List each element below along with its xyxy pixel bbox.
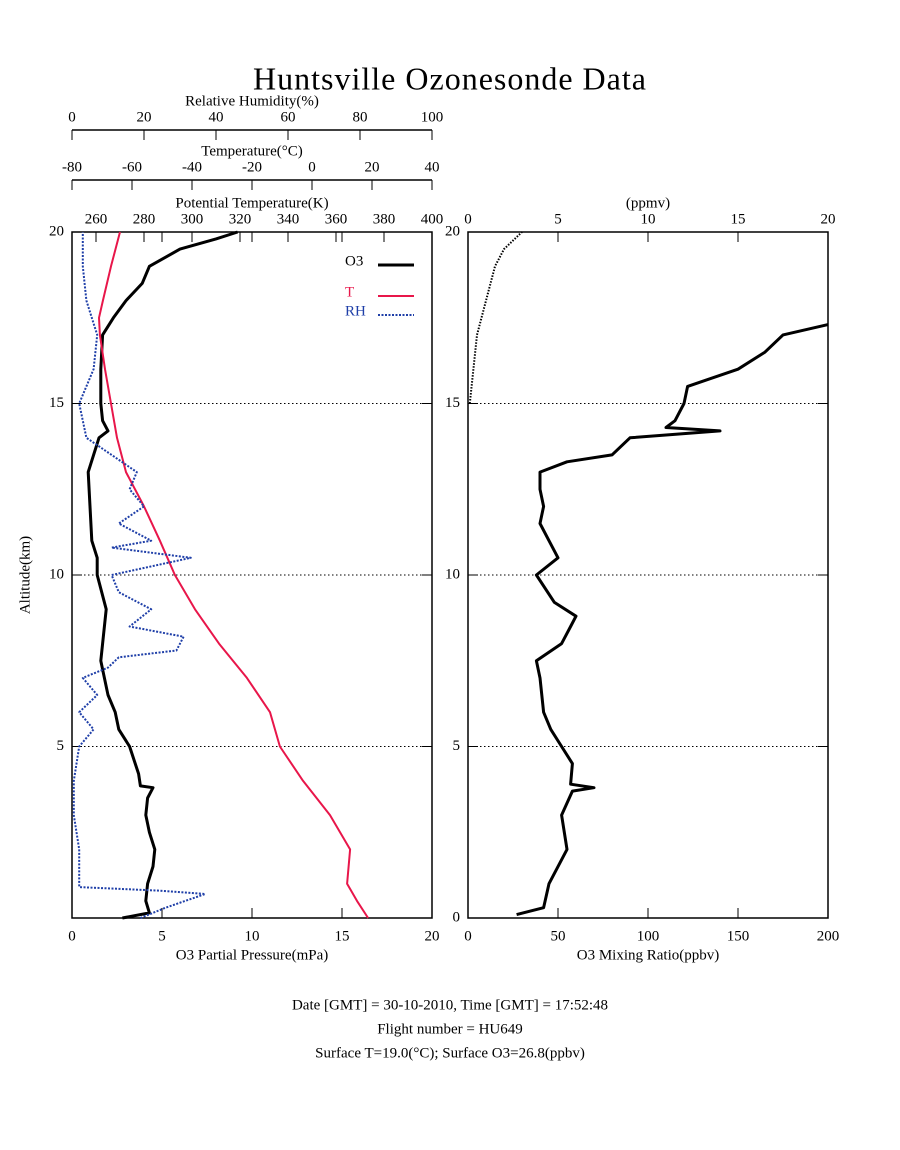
- x-tick-label: 0: [68, 928, 76, 944]
- series-line: [86, 230, 239, 920]
- x-tick-label: -40: [182, 159, 202, 175]
- y-axis-label: Altitude(km): [17, 536, 33, 614]
- x-tick-label: 15: [731, 211, 746, 227]
- x-tick-label: 5: [554, 211, 562, 227]
- x-tick-label: -60: [122, 159, 142, 175]
- x-tick-label: 20: [365, 159, 380, 175]
- x-tick-label: 20: [137, 109, 152, 125]
- y-tick-label: 15: [445, 395, 460, 411]
- x-tick-label: 100: [421, 109, 444, 125]
- x-tick-label: 340: [277, 211, 300, 227]
- x-tick-label: 40: [209, 109, 224, 125]
- y-tick-label: 20: [445, 223, 460, 239]
- series-line: [516, 323, 829, 917]
- x-tick-label: 360: [325, 211, 348, 227]
- chart-title: Huntsville Ozonesonde Data: [253, 60, 647, 96]
- x-axis-label: Temperature(°C): [201, 143, 303, 159]
- x-tick-label: 5: [158, 928, 166, 944]
- x-tick-label: 60: [281, 109, 296, 125]
- footer-line: Surface T=19.0(°C); Surface O3=26.8(ppbv…: [315, 1045, 585, 1061]
- x-axis-label: (ppmv): [626, 195, 670, 211]
- y-tick-label: 5: [453, 738, 461, 754]
- x-tick-label: 50: [551, 928, 566, 944]
- x-axis-label: O3 Partial Pressure(mPa): [176, 947, 328, 963]
- legend-label: T: [345, 284, 354, 300]
- x-tick-label: 0: [464, 928, 472, 944]
- series-line: [72, 232, 207, 919]
- series-line: [468, 231, 523, 404]
- y-tick-label: 15: [49, 395, 64, 411]
- x-tick-label: 10: [245, 928, 260, 944]
- x-tick-label: 10: [641, 211, 656, 227]
- x-tick-label: 300: [181, 211, 204, 227]
- x-tick-label: 380: [373, 211, 396, 227]
- x-tick-label: 280: [133, 211, 156, 227]
- x-tick-label: 100: [637, 928, 660, 944]
- x-tick-label: 0: [308, 159, 316, 175]
- x-tick-label: -20: [242, 159, 262, 175]
- x-axis-label: Potential Temperature(K): [175, 195, 328, 211]
- x-axis-label: Relative Humidity(%): [185, 93, 319, 109]
- x-tick-label: 20: [425, 928, 440, 944]
- x-tick-label: -80: [62, 159, 82, 175]
- y-tick-label: 0: [453, 909, 461, 925]
- legend-label: RH: [345, 303, 366, 319]
- x-axis-label: O3 Mixing Ratio(ppbv): [577, 947, 720, 963]
- x-tick-label: 260: [85, 211, 108, 227]
- series-line: [98, 231, 369, 919]
- x-tick-label: 0: [68, 109, 76, 125]
- y-tick-label: 10: [445, 566, 460, 582]
- x-tick-label: 15: [335, 928, 350, 944]
- y-tick-label: 5: [57, 738, 65, 754]
- footer-line: Flight number = HU649: [377, 1021, 523, 1037]
- x-tick-label: 200: [817, 928, 840, 944]
- x-tick-label: 40: [425, 159, 440, 175]
- legend-label: O3: [345, 253, 363, 269]
- y-tick-label: 10: [49, 566, 64, 582]
- x-tick-label: 400: [421, 211, 444, 227]
- x-tick-label: 320: [229, 211, 252, 227]
- footer-line: Date [GMT] = 30-10-2010, Time [GMT] = 17…: [292, 997, 608, 1013]
- x-tick-label: 150: [727, 928, 750, 944]
- y-tick-label: 20: [49, 223, 64, 239]
- x-tick-label: 20: [821, 211, 836, 227]
- x-tick-label: 0: [464, 211, 472, 227]
- x-tick-label: 80: [353, 109, 368, 125]
